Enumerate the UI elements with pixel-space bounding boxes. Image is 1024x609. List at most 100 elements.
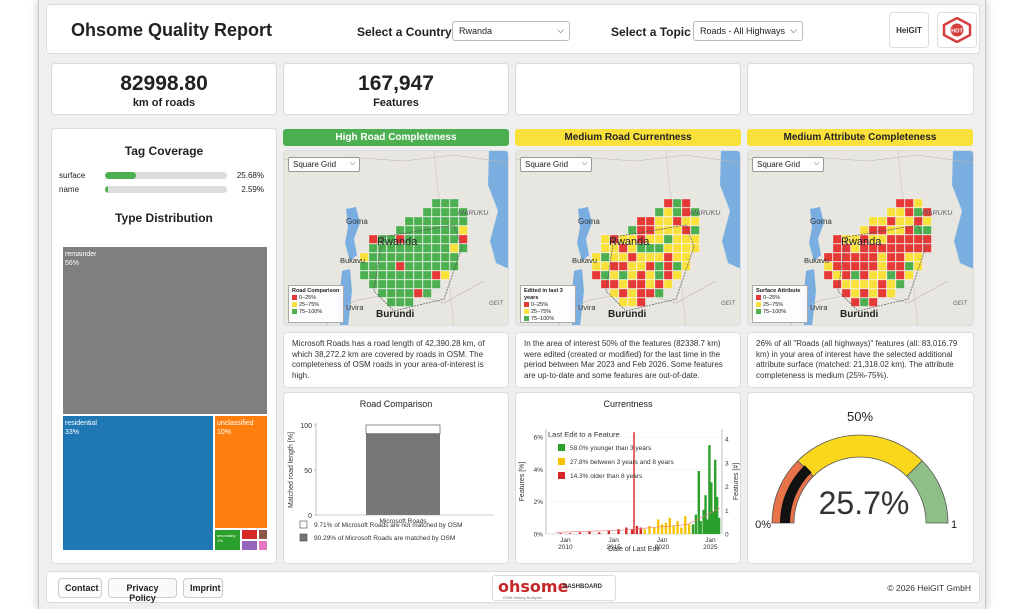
grid-cell [458, 207, 468, 217]
lake-kivu [809, 207, 824, 261]
gauge-band [906, 460, 949, 524]
legend-label: 14.3% older than 8 years [570, 473, 643, 480]
map-label-uvira: Uvira [810, 303, 828, 312]
treemap-cell-residential[interactable]: residential 33% [62, 415, 214, 551]
lake-victoria [952, 151, 973, 269]
grid-cell [904, 261, 914, 271]
grid-cell [654, 261, 664, 271]
grid-type-select[interactable]: Square Grid ⌵ [752, 157, 824, 172]
chart-title: Road Comparison [359, 399, 433, 409]
bar [630, 529, 634, 534]
hot-logo[interactable]: HOT [937, 12, 977, 48]
grid-cell [368, 252, 378, 262]
map-canvas[interactable]: Goma Rwanda Bukavu Uvira Burundi MARUKU GEIT [516, 151, 741, 326]
grid-type-select[interactable]: Square Grid ⌵ [288, 157, 360, 172]
imprint-button[interactable]: Imprint [183, 578, 223, 598]
y-tick-label-right: 0 [725, 532, 729, 539]
grid-cell [913, 225, 923, 235]
bar [710, 482, 713, 534]
y-tick-label-right: 2 [725, 484, 729, 491]
indicator-heading-attribute: Medium Attribute Completeness [747, 129, 973, 146]
map-label-goma: Goma [578, 217, 600, 226]
treemap-value: 56% [65, 260, 80, 267]
grid-cell [672, 225, 682, 235]
bar [625, 527, 628, 534]
grid-cell [672, 234, 682, 244]
grid-cell [859, 297, 869, 307]
grid-cell [386, 279, 396, 289]
treemap-cell-remainder[interactable]: remainder 56% [62, 246, 268, 415]
grid-cell [645, 261, 655, 271]
map-label-goma: Goma [810, 217, 832, 226]
grid-cell [413, 288, 423, 298]
topic-select[interactable]: Roads - All Highways ⌵ [693, 21, 803, 41]
tag-name: surface [59, 171, 86, 180]
grid-cell [868, 243, 878, 253]
topic-label: Select a Topic [611, 25, 691, 39]
lake-kivu [345, 207, 360, 261]
contact-button[interactable]: Contact [58, 578, 102, 598]
grid-cell [654, 270, 664, 280]
grid-cell [368, 261, 378, 271]
treemap-cell-secondary[interactable]: secondary 1% [214, 529, 241, 551]
grid-cell [841, 288, 851, 298]
grid-cell [591, 252, 601, 262]
bar [639, 527, 642, 534]
country-border [605, 224, 695, 312]
grid-cell [886, 207, 896, 217]
country-select[interactable]: Rwanda ⌵ [452, 21, 570, 41]
grid-cell [422, 270, 432, 280]
map-attribute[interactable]: Goma Rwanda Bukavu Uvira Burundi MARUKU GEIT S… [747, 150, 974, 326]
grid-cell [627, 225, 637, 235]
copyright-text: © 2026 HeiGIT GmbH [887, 583, 971, 593]
grid-cell [672, 270, 682, 280]
grid-cell [886, 279, 896, 289]
treemap-cell-small[interactable] [241, 540, 258, 551]
map-completeness[interactable]: Goma Rwanda Bukavu Uvira Burundi MARUKU GEIT S… [283, 150, 509, 326]
grid-cell [413, 261, 423, 271]
grid-cell [636, 252, 646, 262]
bar-spike [633, 432, 635, 534]
treemap-cell-small[interactable] [258, 540, 268, 551]
grid-cell [868, 261, 878, 271]
grid-cell [431, 216, 441, 226]
grid-cell [449, 216, 459, 226]
map-legend: Road Comparison 0–25% 25–75% 75–100% [288, 285, 344, 323]
legend-label: 0–25% [763, 295, 781, 301]
lake-kivu [577, 207, 592, 261]
legend-label: 0–25% [531, 302, 549, 308]
treemap-cell-small[interactable] [258, 529, 268, 540]
grid-cell [877, 234, 887, 244]
heigit-logo[interactable]: HeiGIT [889, 12, 929, 48]
grid-cell [841, 270, 851, 280]
map-label-burundi: Burundi [840, 309, 879, 320]
privacy-policy-button[interactable]: Privacy Policy [108, 578, 177, 603]
treemap-cell-small[interactable] [241, 529, 258, 540]
map-label-maruku: MARUKU [690, 210, 721, 217]
y-tick-label: 50 [304, 468, 312, 475]
grid-cell [663, 198, 673, 208]
grid-cell [395, 288, 405, 298]
map-canvas[interactable]: Goma Rwanda Bukavu Uvira Burundi MARUKU GEIT [748, 151, 974, 326]
legend-label: 58.0% younger than 3 years [570, 445, 652, 452]
map-currentness[interactable]: Goma Rwanda Bukavu Uvira Burundi MARUKU GEIT S… [515, 150, 741, 326]
map-label-burundi: Burundi [608, 309, 647, 320]
grid-cell [663, 243, 673, 253]
grid-cell [377, 261, 387, 271]
grid-cell [627, 252, 637, 262]
treemap-label: secondary [217, 533, 236, 538]
x-tick-label: Jan [705, 537, 716, 544]
chart-subtitle: Last Edit to a Feature [548, 430, 620, 439]
country-select-value: Rwanda [459, 26, 493, 36]
grid-type-select[interactable]: Square Grid ⌵ [520, 157, 592, 172]
grid-cell [904, 198, 914, 208]
grid-cell [877, 279, 887, 289]
grid-cell [663, 279, 673, 289]
bar [559, 533, 562, 534]
grid-cell [449, 252, 459, 262]
treemap-cell-unclassified[interactable]: unclassified 10% [214, 415, 268, 529]
grid-cell [600, 261, 610, 271]
ohsome-dashboard-logo[interactable]: ohsome DASHBOARD OSM History Analyser [492, 575, 616, 601]
grid-cell [868, 288, 878, 298]
map-label-burundi: Burundi [376, 309, 415, 320]
